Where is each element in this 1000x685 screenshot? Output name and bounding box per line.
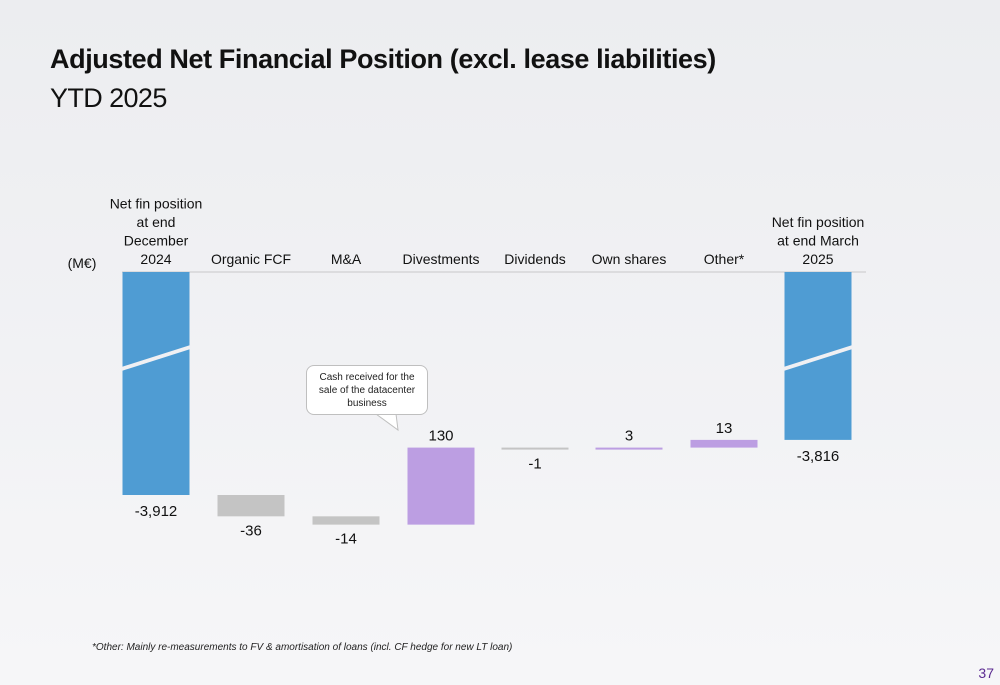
axis-break-mark: [121, 345, 191, 371]
category-label: Net fin position: [772, 214, 865, 230]
bar-total: [122, 272, 190, 495]
callout-tail: [374, 413, 399, 432]
value-label: 130: [428, 428, 453, 445]
category-label: at end: [137, 214, 176, 230]
category-label: at end March: [777, 233, 859, 249]
slide-title: Adjusted Net Financial Position (excl. l…: [50, 44, 716, 74]
value-label: 3: [625, 428, 633, 445]
value-label: -14: [335, 531, 357, 548]
category-label: Organic FCF: [211, 251, 291, 267]
waterfall-chart: (M€) Net fin position at end December 2024 Or…: [68, 196, 866, 548]
page-number: 37: [978, 665, 994, 681]
footnote: *Other: Mainly re-measurements to FV & a…: [92, 642, 513, 653]
value-label: -36: [240, 522, 262, 539]
category-label: Divestments: [402, 251, 479, 267]
category-label: 2024: [140, 251, 171, 267]
axis-break-mark: [783, 345, 853, 371]
category-label: Other*: [704, 251, 745, 267]
unit-label: (M€): [68, 255, 97, 271]
category-label: December: [124, 233, 189, 249]
category-label: M&A: [331, 251, 362, 267]
bar-decrease: [501, 447, 569, 450]
category-label: Own shares: [592, 251, 667, 267]
bar-total: [784, 272, 852, 440]
bar-increase: [690, 439, 758, 448]
slide-subtitle: YTD 2025: [50, 83, 167, 113]
value-label: -3,816: [797, 448, 840, 465]
bar-increase: [407, 447, 475, 525]
category-label: Net fin position: [110, 196, 203, 212]
category-label: 2025: [802, 251, 833, 267]
bar-decrease: [312, 516, 380, 525]
bar-decrease: [217, 495, 285, 517]
value-label: -1: [528, 456, 541, 473]
divestment-callout: Cash received for the sale of the datace…: [306, 365, 428, 415]
value-label: 13: [716, 420, 733, 437]
value-label: -3,912: [135, 503, 178, 520]
bar-increase: [595, 447, 663, 450]
callout-text: Cash received for the sale of the datace…: [318, 371, 416, 409]
category-label: Dividends: [504, 251, 565, 267]
